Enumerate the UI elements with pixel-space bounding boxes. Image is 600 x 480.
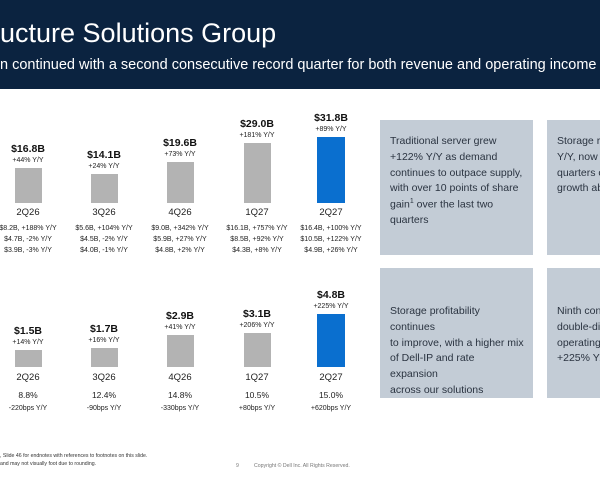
income-value-label: $4.8B <box>316 289 346 301</box>
revenue-yoy-label: +181% Y/Y <box>239 132 275 139</box>
box-word: gain <box>390 198 410 211</box>
income-margin-label: 12.4% <box>91 390 117 400</box>
copyright: Copyright © Dell Inc. All Rights Reserve… <box>254 463 350 469</box>
income-margin-change-label: +620bps Y/Y <box>310 405 352 412</box>
footnote-rounding: and may not visually foot due to roundin… <box>0 461 97 467</box>
box-line: operating <box>557 336 600 349</box>
box-line: double-dig <box>557 320 600 333</box>
revenue-detail-line: $16.4B, +100% Y/Y <box>300 225 362 232</box>
revenue-detail-line: $4.5B, -2% Y/Y <box>80 236 128 243</box>
box-line: Y/Y, now s <box>557 150 600 163</box>
slide-subtitle: n continued with a second consecutive re… <box>0 57 597 73</box>
income-margin-change-label: -90bps Y/Y <box>86 405 122 412</box>
income-value-label: $3.1B <box>242 308 272 320</box>
revenue-value-label: $19.6B <box>163 137 197 149</box>
revenue-detail-line: $4.3B, +8% Y/Y <box>232 247 282 254</box>
revenue-detail-line: $4.8B, +2% Y/Y <box>155 247 205 254</box>
box-word: over the last two <box>413 198 494 211</box>
insight-box-profitability: Storage profitability continues to impro… <box>380 268 533 398</box>
income-quarter-label: 2Q27 <box>319 372 343 383</box>
box-line: quarters o <box>557 166 600 179</box>
revenue-value-label: $31.8B <box>314 112 348 124</box>
revenue-detail-line: $16.1B, +757% Y/Y <box>226 225 288 232</box>
revenue-detail-line: $4.0B, -1% Y/Y <box>80 247 128 254</box>
revenue-detail-line: $8.2B, +188% Y/Y <box>0 225 57 232</box>
revenue-bar <box>90 174 118 203</box>
revenue-yoy-label: +89% Y/Y <box>315 126 347 133</box>
revenue-quarter-label: 4Q26 <box>168 207 192 218</box>
slide-title: ucture Solutions Group <box>0 18 277 48</box>
revenue-bar <box>166 162 194 203</box>
revenue-detail-line: $9.0B, +342% Y/Y <box>151 225 209 232</box>
revenue-yoy-label: +24% Y/Y <box>88 163 120 170</box>
income-yoy-label: +225% Y/Y <box>313 303 349 310</box>
income-value-label: $1.7B <box>89 323 119 335</box>
revenue-quarter-label: 3Q26 <box>92 207 116 218</box>
box-line: of Dell-IP and rate expansion <box>390 352 475 380</box>
income-yoy-label: +206% Y/Y <box>239 322 275 329</box>
revenue-bar <box>14 168 42 203</box>
income-margin-change-label: -330bps Y/Y <box>160 405 200 412</box>
footnote-endnotes: , Slide 46 for endnotes with references … <box>0 453 148 459</box>
income-margin-change-label: -220bps Y/Y <box>8 405 48 412</box>
income-margin-label: 15.0% <box>318 390 344 400</box>
insight-box-operating: Ninth cons double-dig operating +225% Y/ <box>547 268 600 398</box>
revenue-quarter-label: 2Q26 <box>16 207 40 218</box>
box-line: +122% Y/Y as demand <box>390 150 498 163</box>
income-margin-label: 8.8% <box>18 390 38 400</box>
box-line: Traditional server grew <box>390 135 497 147</box>
box-line: with over 10 points of share <box>390 182 519 195</box>
income-quarter-label: 4Q26 <box>168 372 192 383</box>
box-line: across our solutions <box>390 383 484 396</box>
revenue-detail-line: $3.9B, -3% Y/Y <box>4 247 52 254</box>
income-quarter-label: 2Q26 <box>16 372 40 383</box>
revenue-value-label: $29.0B <box>240 118 274 130</box>
revenue-yoy-label: +44% Y/Y <box>12 157 44 164</box>
box-line: Ninth cons <box>557 305 600 317</box>
insight-box-server: Traditional server grew +122% Y/Y as dem… <box>380 120 533 255</box>
revenue-detail-line: $5.6B, +104% Y/Y <box>75 225 133 232</box>
box-line: quarters <box>390 214 429 227</box>
box-line: continues to outpace supply, <box>390 166 523 179</box>
revenue-chart: $16.8B +44% Y/Y 2Q26 $8.2B, +188% Y/Y $4.7B,… <box>0 110 372 270</box>
income-bar <box>90 348 118 367</box>
revenue-bar <box>317 137 345 203</box>
income-margin-label: 10.5% <box>244 390 270 400</box>
income-bar <box>243 333 271 367</box>
income-yoy-label: +14% Y/Y <box>12 339 44 346</box>
income-value-label: $2.9B <box>165 310 195 322</box>
page-number: 9 <box>236 463 239 469</box>
income-quarter-label: 1Q27 <box>245 372 269 383</box>
income-quarter-label: 3Q26 <box>92 372 116 383</box>
box-line: Storage re <box>557 135 600 147</box>
box-line: to improve, with a higher mix <box>390 336 524 349</box>
box-line: growth ab <box>557 182 600 195</box>
box-line: Storage profitability continues <box>390 305 480 333</box>
income-bar <box>317 314 345 367</box>
income-margin-label: 14.8% <box>167 390 193 400</box>
income-bar <box>166 335 194 367</box>
revenue-detail-line: $10.5B, +122% Y/Y <box>300 236 362 243</box>
operating-income-chart: $1.5B +14% Y/Y 2Q26 8.8% -220bps Y/Y $1.7B +16… <box>0 285 372 415</box>
income-yoy-label: +16% Y/Y <box>88 337 120 344</box>
income-yoy-label: +41% Y/Y <box>164 324 196 331</box>
revenue-value-label: $14.1B <box>87 149 121 161</box>
revenue-quarter-label: 1Q27 <box>245 207 269 218</box>
insight-box-storage: Storage re Y/Y, now s quarters o growth … <box>547 120 600 255</box>
revenue-bar <box>243 143 271 203</box>
revenue-detail-line: $4.9B, +26% Y/Y <box>304 247 358 254</box>
revenue-detail-line: $5.9B, +27% Y/Y <box>153 236 207 243</box>
slide-header: ucture Solutions Group n continued with … <box>0 0 600 89</box>
income-value-label: $1.5B <box>13 325 43 337</box>
revenue-yoy-label: +73% Y/Y <box>164 151 196 158</box>
box-line: gain1 over the last two <box>390 197 525 213</box>
revenue-detail-line: $8.5B, +92% Y/Y <box>230 236 284 243</box>
income-bar <box>14 350 42 367</box>
revenue-detail-line: $4.7B, -2% Y/Y <box>4 236 52 243</box>
box-line: +225% Y/ <box>557 352 600 365</box>
revenue-quarter-label: 2Q27 <box>319 207 343 218</box>
footnote-marker: 1 <box>409 198 414 205</box>
income-margin-change-label: +80bps Y/Y <box>238 405 276 412</box>
revenue-value-label: $16.8B <box>11 143 45 155</box>
